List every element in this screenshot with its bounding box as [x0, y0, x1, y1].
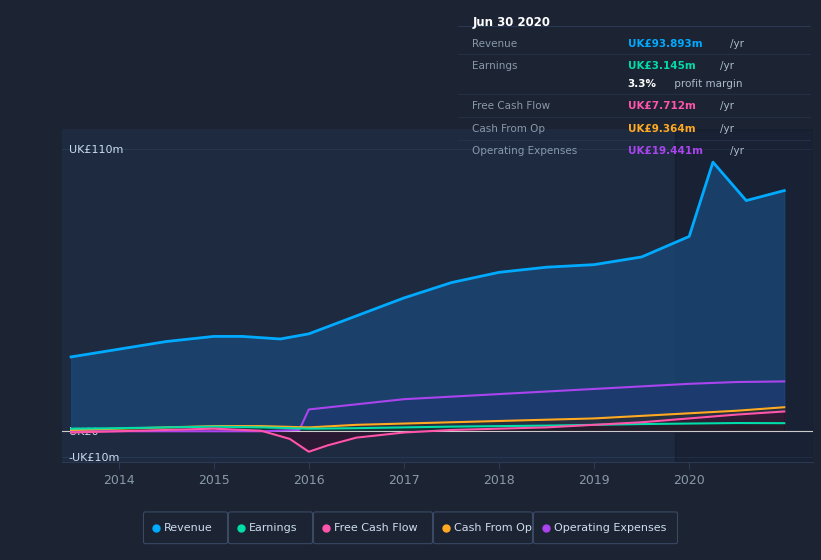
Text: UK£3.145m: UK£3.145m: [627, 61, 695, 71]
Text: profit margin: profit margin: [671, 79, 742, 89]
Text: /yr: /yr: [720, 101, 734, 111]
Text: Revenue: Revenue: [163, 523, 213, 533]
Text: /yr: /yr: [730, 146, 744, 156]
Text: Operating Expenses: Operating Expenses: [553, 523, 666, 533]
Text: UK£9.364m: UK£9.364m: [627, 124, 695, 134]
Text: Operating Expenses: Operating Expenses: [472, 146, 577, 156]
Text: Cash From Op: Cash From Op: [453, 523, 531, 533]
Text: Earnings: Earnings: [249, 523, 297, 533]
Text: Jun 30 2020: Jun 30 2020: [472, 16, 550, 29]
Text: /yr: /yr: [720, 124, 734, 134]
Text: /yr: /yr: [730, 39, 744, 49]
Bar: [675, 129, 813, 462]
Text: 3.3%: 3.3%: [627, 79, 657, 89]
Text: Cash From Op: Cash From Op: [472, 124, 545, 134]
Text: Revenue: Revenue: [472, 39, 517, 49]
Text: UK£93.893m: UK£93.893m: [627, 39, 702, 49]
Text: /yr: /yr: [720, 61, 734, 71]
Text: Free Cash Flow: Free Cash Flow: [472, 101, 550, 111]
Text: Earnings: Earnings: [472, 61, 518, 71]
Text: UK£19.441m: UK£19.441m: [627, 146, 703, 156]
Text: UK£7.712m: UK£7.712m: [627, 101, 695, 111]
Text: Free Cash Flow: Free Cash Flow: [333, 523, 417, 533]
